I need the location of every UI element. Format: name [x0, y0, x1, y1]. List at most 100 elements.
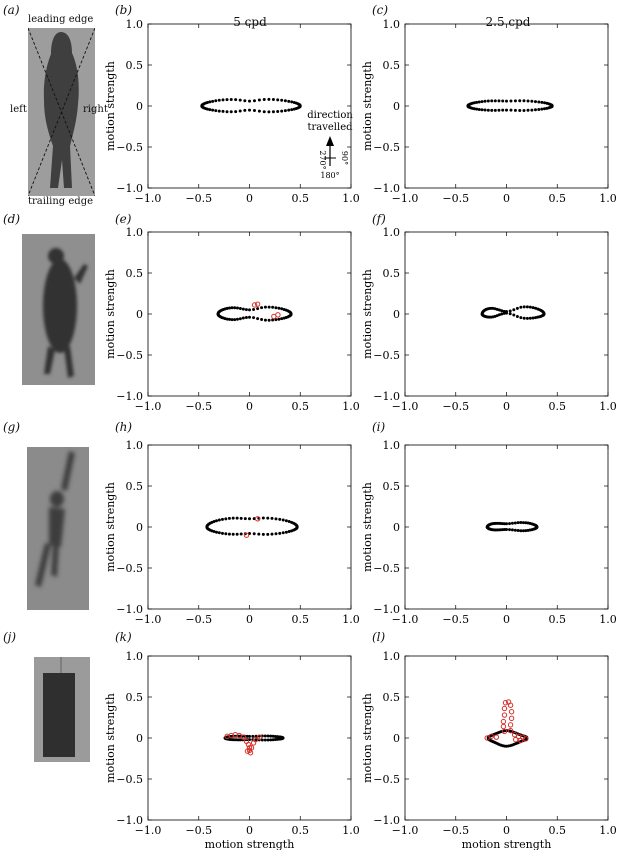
data-point-black	[215, 530, 219, 534]
chart-e: −1.0 −0.5 0 0.5 1.0 1.0 0.5 0 −0.5 −1.0 motion str…	[104, 226, 360, 413]
data-point-black	[276, 98, 280, 102]
chart-h: −1.0 −0.5 0 0.5 1.0 1.0 0.5 0 −0.5 −1.0 motion str…	[104, 439, 360, 626]
data-point-black	[530, 99, 534, 103]
data-point-black	[241, 316, 245, 320]
data-point-black	[211, 108, 215, 112]
data-point-black	[228, 306, 232, 310]
data-point-black	[477, 107, 481, 111]
data-point-black	[263, 738, 267, 742]
data-point-black	[542, 101, 546, 105]
data-point-black	[516, 521, 520, 525]
column-header-2-5cpd: 2.5 cpd	[485, 15, 531, 29]
x-tick-label: 0.5	[549, 192, 567, 205]
data-point-black	[280, 109, 284, 113]
y-tick-label: −1.0	[373, 603, 400, 616]
data-point-black	[502, 309, 506, 313]
x-tick-label: −0.5	[185, 613, 212, 626]
data-point-black	[298, 105, 302, 109]
data-point-black	[244, 315, 248, 319]
data-point-black	[214, 109, 218, 113]
photo-a-body	[43, 32, 79, 188]
data-point-black	[260, 318, 264, 322]
data-point-black	[510, 521, 514, 525]
data-point-black	[238, 98, 242, 102]
data-point-black	[262, 110, 266, 114]
data-point-black	[283, 99, 287, 103]
x-tick-label: 0	[503, 613, 510, 626]
data-point-black	[537, 107, 541, 111]
panel-letter-b: (b)	[115, 3, 133, 17]
data-point-red	[500, 718, 507, 725]
data-point-black	[254, 734, 258, 738]
data-point-black	[508, 312, 512, 316]
data-point-black	[280, 317, 284, 321]
data-point-black	[493, 99, 497, 103]
data-point-black	[534, 306, 538, 310]
y-tick-label: 0	[393, 308, 400, 321]
data-point-black	[267, 110, 271, 114]
data-point-black	[217, 531, 221, 535]
data-point-red	[512, 736, 519, 743]
data-point-black	[284, 530, 288, 534]
data-point-red	[507, 722, 514, 728]
data-point-red	[252, 736, 259, 743]
data-point-black	[287, 99, 291, 103]
y-tick-label: 1.0	[126, 439, 144, 452]
data-point-black	[505, 527, 508, 531]
data-point-black	[234, 110, 238, 114]
data-point-black	[235, 532, 239, 536]
x-tick-label: 1.0	[599, 400, 617, 413]
x-tick-label: −0.5	[442, 400, 469, 413]
data-point-black	[509, 99, 513, 103]
x-tick-label: −0.5	[442, 824, 469, 837]
x-tick-label: −1.0	[392, 824, 419, 837]
data-point-black	[227, 532, 231, 536]
data-point-black	[260, 738, 264, 742]
data-point-black	[220, 517, 224, 521]
y-tick-label: −0.5	[373, 773, 400, 786]
y-tick-label: 0	[136, 521, 143, 534]
y-axis-label: motion strength	[104, 61, 117, 151]
data-point-black	[211, 99, 215, 103]
data-point-black	[267, 305, 271, 309]
data-point-black	[277, 306, 281, 310]
panel-letter-k: (k)	[115, 630, 132, 644]
data-point-black	[535, 525, 539, 529]
data-point-red	[500, 723, 507, 730]
chart-l: −1.0 −0.5 0 0.5 1.0 1.0 0.5 0 −0.5 −1.0 motion str…	[361, 650, 617, 850]
data-point-black	[238, 738, 242, 742]
data-point-black	[516, 529, 520, 533]
y-tick-label: 0.5	[126, 480, 144, 493]
data-point-black	[497, 99, 501, 103]
data-point-black	[287, 108, 291, 112]
panel-letter-i: (i)	[372, 420, 386, 434]
data-point-red	[484, 735, 490, 741]
x-tick-label: 0.5	[549, 824, 567, 837]
y-axis-label: motion strength	[361, 482, 374, 572]
data-point-black	[271, 98, 275, 102]
data-point-black	[519, 316, 523, 320]
y-tick-label: 0.5	[383, 480, 401, 493]
data-point-black	[501, 99, 505, 103]
direction-deg-90: 90°	[340, 151, 349, 165]
x-tick-label: 0.5	[549, 613, 567, 626]
data-point-black	[252, 316, 256, 320]
data-point-red	[501, 728, 508, 735]
data-point-black	[513, 99, 517, 103]
panel-letter-j: (j)	[3, 630, 17, 644]
plot-frame	[404, 23, 609, 189]
y-tick-label: −0.5	[116, 562, 143, 575]
data-point-black	[271, 305, 275, 309]
data-point-black	[271, 110, 275, 114]
data-point-black	[212, 530, 216, 534]
chart-i: −1.0 −0.5 0 0.5 1.0 1.0 0.5 0 −0.5 −1.0 motion str…	[361, 439, 617, 626]
data-point-black	[475, 100, 479, 104]
data-point-black	[472, 107, 476, 111]
y-tick-label: −0.5	[116, 141, 143, 154]
y-axis-label: motion strength	[361, 269, 374, 359]
data-point-red	[240, 734, 247, 740]
data-point-black	[235, 317, 239, 321]
data-point-red	[508, 709, 515, 715]
data-point-black	[230, 306, 234, 310]
panel-letter-d: (d)	[3, 212, 21, 226]
